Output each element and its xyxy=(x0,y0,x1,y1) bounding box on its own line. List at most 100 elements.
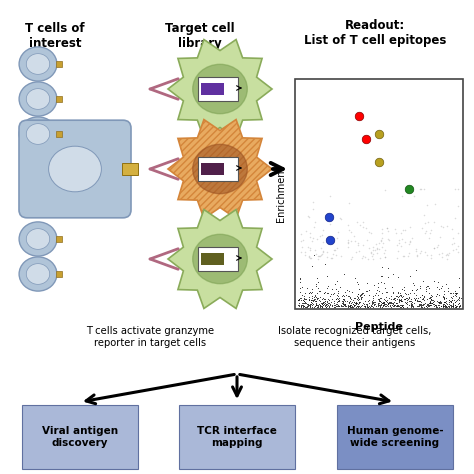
Point xyxy=(434,278,442,285)
Point xyxy=(311,292,319,300)
Point xyxy=(452,302,460,310)
Point xyxy=(431,301,439,309)
Point xyxy=(397,242,405,250)
Point xyxy=(454,295,462,303)
Point xyxy=(307,254,314,261)
Point xyxy=(407,301,415,309)
Point xyxy=(401,299,409,306)
Point xyxy=(441,298,448,306)
Text: T cells of
interest: T cells of interest xyxy=(25,22,85,50)
Point xyxy=(407,297,415,305)
Ellipse shape xyxy=(19,222,57,256)
Point xyxy=(378,303,386,310)
Point xyxy=(397,298,405,305)
Point xyxy=(449,302,457,310)
Point xyxy=(375,158,383,165)
Point xyxy=(361,302,369,310)
Point xyxy=(321,298,329,305)
Point xyxy=(428,254,435,262)
Point xyxy=(301,302,308,310)
Point xyxy=(447,298,455,305)
Point xyxy=(374,301,382,309)
Point xyxy=(346,287,353,295)
Point xyxy=(376,301,384,309)
Point xyxy=(429,296,437,303)
Point xyxy=(361,303,368,310)
Point xyxy=(426,298,434,305)
Point xyxy=(437,302,445,310)
Point xyxy=(426,301,434,309)
Point xyxy=(399,301,407,309)
Point xyxy=(413,251,421,259)
Point xyxy=(454,185,462,193)
Point xyxy=(378,300,385,307)
Point xyxy=(380,239,387,246)
Point xyxy=(354,280,361,287)
Point xyxy=(453,297,460,305)
Point xyxy=(344,243,352,250)
Point xyxy=(448,241,456,248)
Point xyxy=(455,300,463,307)
Point xyxy=(365,292,373,299)
Point xyxy=(323,273,330,280)
Point xyxy=(346,297,354,305)
Point xyxy=(358,255,366,262)
Point xyxy=(413,302,420,310)
Point xyxy=(363,300,371,308)
Text: Human genome-
wide screening: Human genome- wide screening xyxy=(346,426,443,448)
Point xyxy=(449,299,456,307)
Point xyxy=(387,300,394,307)
Point xyxy=(354,296,362,304)
Point xyxy=(324,301,331,308)
Point xyxy=(375,296,383,303)
Point xyxy=(404,296,412,303)
Point xyxy=(331,280,339,288)
Point xyxy=(395,297,402,304)
Point xyxy=(331,246,339,254)
Point xyxy=(362,135,369,143)
Point xyxy=(326,300,334,308)
Point xyxy=(441,303,449,310)
Point xyxy=(333,300,340,308)
Point xyxy=(330,301,338,309)
Point xyxy=(373,249,381,257)
Point xyxy=(399,303,407,310)
FancyBboxPatch shape xyxy=(56,96,63,101)
Point xyxy=(324,283,331,290)
Point xyxy=(446,298,454,305)
Point xyxy=(425,284,433,292)
Point xyxy=(412,286,420,293)
Point xyxy=(379,263,386,270)
Point xyxy=(333,291,340,299)
Point xyxy=(355,290,362,298)
Point xyxy=(304,300,311,308)
Point xyxy=(417,301,425,309)
Point xyxy=(428,299,436,306)
Point xyxy=(328,295,336,303)
Point xyxy=(305,301,312,309)
Point xyxy=(334,277,341,284)
Point xyxy=(381,301,388,308)
Point xyxy=(337,302,345,310)
Point xyxy=(377,299,385,306)
Point xyxy=(347,303,355,310)
Point xyxy=(398,298,406,305)
Point xyxy=(377,237,385,244)
Point xyxy=(428,297,436,304)
FancyBboxPatch shape xyxy=(56,237,63,242)
Point xyxy=(339,301,347,308)
Point xyxy=(440,291,447,298)
Point xyxy=(317,299,325,307)
Point xyxy=(301,292,308,300)
Point xyxy=(398,192,405,200)
Point xyxy=(391,301,398,309)
Point xyxy=(314,301,321,309)
Point xyxy=(435,292,443,299)
Point xyxy=(339,298,347,305)
Point xyxy=(374,300,382,308)
Point xyxy=(355,285,363,293)
Point xyxy=(308,262,316,270)
Point xyxy=(351,232,358,239)
Point xyxy=(318,300,326,308)
Point xyxy=(450,292,457,300)
